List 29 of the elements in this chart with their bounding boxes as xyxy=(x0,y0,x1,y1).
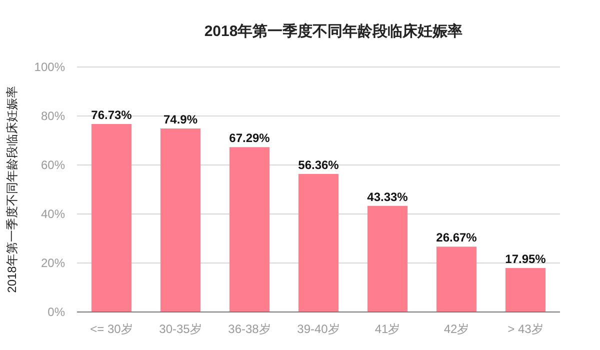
bar xyxy=(229,147,270,312)
data-label: 26.67% xyxy=(436,230,478,245)
x-tick-label: 30-35岁 xyxy=(159,322,202,336)
data-label: 76.73% xyxy=(91,108,132,122)
data-label: 56.36% xyxy=(298,158,340,172)
bar xyxy=(505,268,546,312)
data-label: 17.95% xyxy=(505,252,546,266)
y-tick-label: 60% xyxy=(40,158,66,172)
bar xyxy=(298,174,339,312)
bar xyxy=(367,206,408,312)
data-label: 43.33% xyxy=(367,190,408,204)
x-tick-label: <= 30岁 xyxy=(90,322,133,336)
x-tick-label: > 43岁 xyxy=(508,322,544,336)
bar xyxy=(91,124,132,312)
y-tick-label: 100% xyxy=(34,60,66,74)
y-tick-label: 40% xyxy=(40,207,66,221)
x-tick-label: 39-40岁 xyxy=(297,322,340,336)
y-tick-label: 0% xyxy=(48,305,66,319)
bar xyxy=(436,246,477,312)
y-tick-label: 80% xyxy=(40,109,66,123)
bar xyxy=(160,128,201,312)
x-tick-label: 36-38岁 xyxy=(228,322,271,336)
y-tick-label: 20% xyxy=(40,256,66,270)
x-tick-label: 41岁 xyxy=(374,322,400,336)
data-label: 74.9% xyxy=(163,112,198,126)
x-tick-label: 42岁 xyxy=(444,322,470,336)
data-label: 67.29% xyxy=(229,131,270,146)
chart-title: 2018年第一季度不同年龄段临床妊娠率 xyxy=(204,22,463,40)
y-axis-title: 2018年第一季度不同年龄段临床妊娠率 xyxy=(5,86,19,293)
